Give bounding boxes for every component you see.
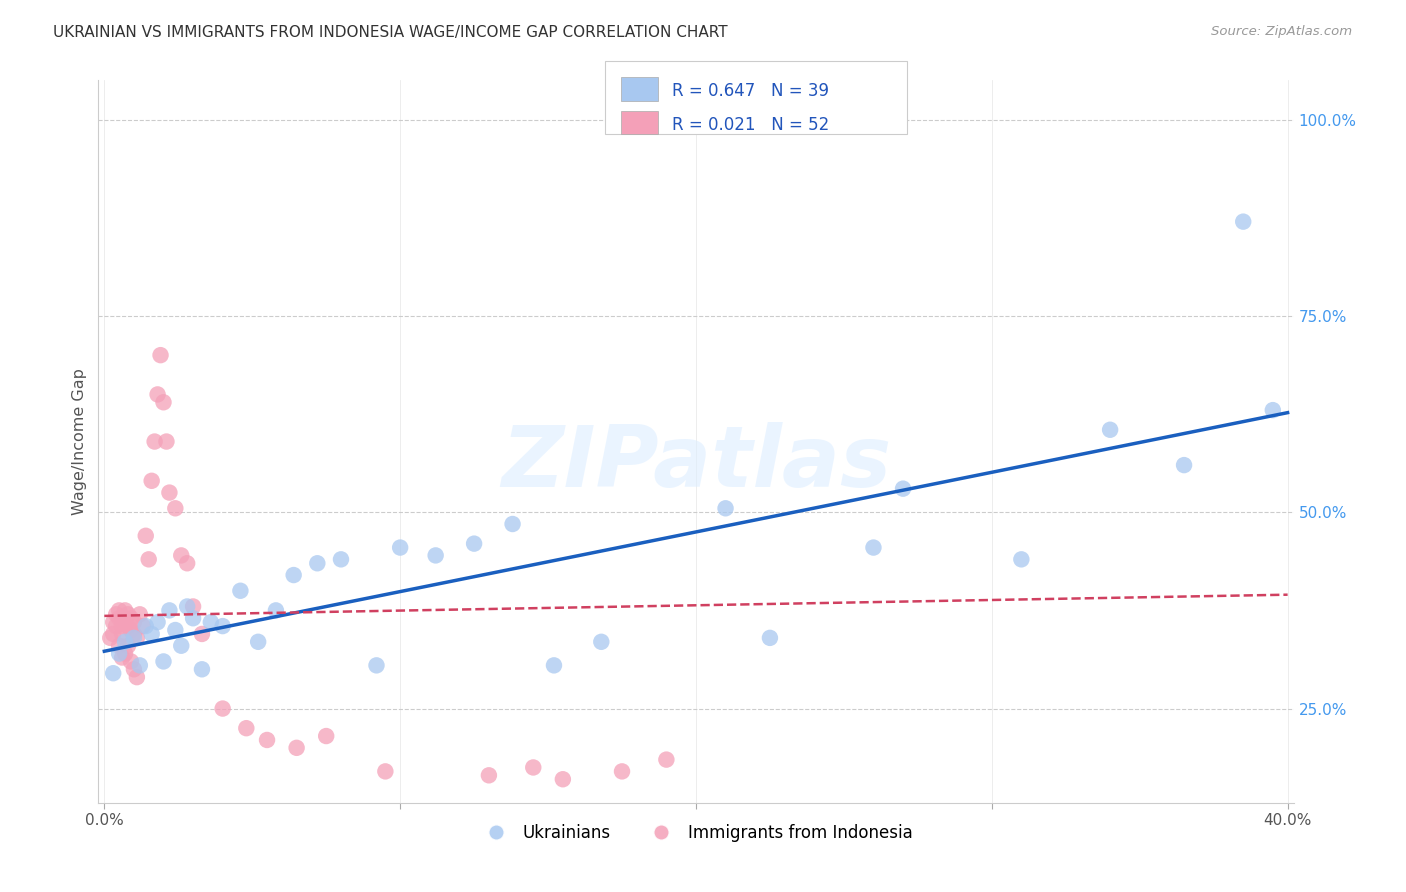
- Point: [111, 650, 134, 665]
- Point: [120, 623, 142, 637]
- Point: [141, 627, 163, 641]
- Point: [315, 729, 337, 743]
- Point: [176, 556, 198, 570]
- Point: [389, 541, 412, 555]
- Point: [105, 607, 128, 622]
- Point: [256, 733, 278, 747]
- Text: Source: ZipAtlas.com: Source: ZipAtlas.com: [1212, 25, 1353, 38]
- Point: [366, 658, 388, 673]
- Point: [543, 658, 565, 673]
- Point: [655, 753, 678, 767]
- Point: [103, 627, 125, 641]
- Point: [200, 615, 222, 630]
- Point: [105, 619, 128, 633]
- Point: [122, 615, 145, 630]
- Point: [138, 552, 160, 566]
- Point: [211, 701, 233, 715]
- Point: [247, 635, 270, 649]
- Point: [283, 568, 305, 582]
- Point: [1173, 458, 1195, 472]
- Point: [229, 583, 252, 598]
- Point: [891, 482, 914, 496]
- Y-axis label: Wage/Income Gap: Wage/Income Gap: [72, 368, 87, 515]
- Point: [111, 619, 134, 633]
- Point: [170, 639, 193, 653]
- Point: [98, 631, 121, 645]
- Point: [165, 501, 187, 516]
- Legend: Ukrainians, Immigrants from Indonesia: Ukrainians, Immigrants from Indonesia: [472, 817, 920, 848]
- Point: [285, 740, 308, 755]
- Point: [1232, 214, 1254, 228]
- Point: [264, 603, 287, 617]
- Point: [176, 599, 198, 614]
- Point: [211, 619, 233, 633]
- Point: [1261, 403, 1284, 417]
- Point: [120, 655, 142, 669]
- Point: [117, 607, 139, 622]
- Point: [235, 721, 257, 735]
- Point: [191, 662, 214, 676]
- Point: [330, 552, 353, 566]
- Point: [502, 516, 524, 531]
- Point: [307, 556, 329, 570]
- Point: [191, 627, 214, 641]
- Point: [152, 395, 174, 409]
- Point: [170, 549, 193, 563]
- Point: [157, 485, 180, 500]
- Point: [125, 631, 148, 645]
- Point: [141, 474, 163, 488]
- Point: [425, 549, 447, 563]
- Point: [165, 623, 187, 637]
- Point: [108, 639, 131, 653]
- Point: [1099, 423, 1122, 437]
- Point: [114, 647, 136, 661]
- Point: [114, 611, 136, 625]
- Point: [463, 536, 485, 550]
- Point: [181, 599, 204, 614]
- Point: [114, 635, 136, 649]
- Point: [862, 541, 884, 555]
- Point: [146, 615, 169, 630]
- Point: [132, 619, 155, 633]
- Point: [1010, 552, 1032, 566]
- Point: [478, 768, 501, 782]
- Point: [108, 603, 131, 617]
- Point: [551, 772, 574, 787]
- Point: [111, 627, 134, 641]
- Point: [374, 764, 396, 779]
- Point: [143, 434, 166, 449]
- Point: [128, 658, 150, 673]
- Point: [714, 501, 737, 516]
- Point: [122, 662, 145, 676]
- Point: [135, 619, 157, 633]
- Point: [117, 619, 139, 633]
- Text: ZIPatlas: ZIPatlas: [501, 422, 891, 505]
- Point: [108, 611, 131, 625]
- Point: [117, 639, 139, 653]
- Text: R = 0.021   N = 52: R = 0.021 N = 52: [672, 116, 830, 134]
- Point: [157, 603, 180, 617]
- Point: [759, 631, 782, 645]
- Point: [103, 666, 125, 681]
- Point: [128, 607, 150, 622]
- Point: [610, 764, 633, 779]
- Point: [125, 670, 148, 684]
- Point: [591, 635, 613, 649]
- Point: [103, 615, 125, 630]
- Point: [155, 434, 177, 449]
- Text: R = 0.647   N = 39: R = 0.647 N = 39: [672, 82, 830, 101]
- Point: [181, 611, 204, 625]
- Point: [135, 529, 157, 543]
- Point: [108, 647, 131, 661]
- Point: [149, 348, 172, 362]
- Point: [146, 387, 169, 401]
- Point: [120, 611, 142, 625]
- Point: [114, 603, 136, 617]
- Point: [122, 631, 145, 645]
- Point: [522, 760, 544, 774]
- Point: [152, 655, 174, 669]
- Text: UKRAINIAN VS IMMIGRANTS FROM INDONESIA WAGE/INCOME GAP CORRELATION CHART: UKRAINIAN VS IMMIGRANTS FROM INDONESIA W…: [53, 25, 728, 40]
- Point: [122, 627, 145, 641]
